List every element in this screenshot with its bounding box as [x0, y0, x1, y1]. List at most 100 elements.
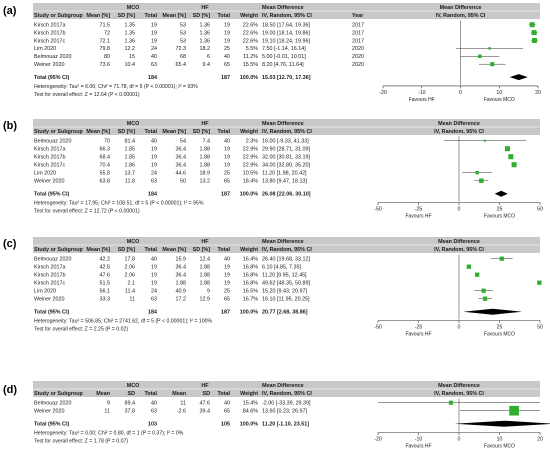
total-label: Total (95% CI) [34, 75, 69, 81]
study-name: Kirsch 2017a [34, 147, 65, 153]
plot-header: Mean Difference [438, 383, 480, 389]
x-tick-label: 25 [497, 207, 503, 213]
col-total-mco: Total [145, 247, 158, 253]
hf-mean: 50 [180, 179, 186, 185]
study-marker [499, 256, 504, 261]
x-tick-label: 20 [537, 437, 543, 443]
hf-sd: 1.88 [200, 265, 211, 271]
hf-sd: 1.36 [200, 30, 211, 36]
heterogeneity-note: Heterogeneity: Tau² = 0.00; Chi² = 0.80,… [34, 431, 184, 437]
hf-total: 40 [224, 257, 230, 263]
study-row: Lim 2020 55.8 13.7 24 44.6 18.9 25 10.5% 11.20 [… [34, 171, 493, 177]
col-mean-hf: Mean [%] [162, 13, 186, 19]
mco-sd: 89.4 [125, 401, 136, 407]
mco-mean: 42.5 [100, 265, 111, 271]
x-tick-label: -10 [415, 437, 423, 443]
hf-mean: 53 [180, 38, 186, 44]
mco-total: 63 [151, 179, 157, 185]
col-study: Study or Subgroup [34, 247, 84, 253]
favours-right-label: Favours MCO [484, 214, 515, 220]
mco-sd: 1.86 [125, 163, 136, 169]
favours-left-label: Favours HF [405, 444, 431, 450]
hf-sd: 1.88 [200, 155, 211, 161]
hf-total: 19 [224, 147, 230, 153]
study-weight: 16.8% [243, 281, 258, 287]
study-ci: 11.20 [1.98, 20.42] [262, 171, 307, 177]
study-ci: 11.20 [9.95, 12.45] [262, 273, 307, 279]
study-weight: 22.6% [243, 23, 258, 29]
study-marker [466, 264, 472, 269]
hf-total: 19 [224, 38, 230, 44]
study-year: 2020 [352, 54, 364, 60]
favours-right-label: Favours MCO [484, 97, 515, 103]
col-sd-hf: SD [%] [193, 13, 211, 19]
mco-sd: 81.4 [125, 139, 136, 145]
hf-total: 40 [224, 139, 230, 145]
mco-mean: 42.2 [100, 257, 111, 263]
study-marker [509, 405, 519, 416]
study-ci: 13.80 [9.47, 18.13] [262, 179, 307, 185]
study-year: 2017 [352, 30, 364, 36]
hf-mean: 15.9 [176, 257, 187, 263]
study-marker [474, 272, 480, 277]
hf-sd: 1.88 [200, 273, 211, 279]
panel-label: (a) [3, 5, 17, 17]
study-weight: 15.5% [243, 62, 258, 68]
col-study: Study or Subgroup [34, 13, 84, 19]
mco-sd: 13.7 [125, 171, 136, 177]
mco-total: 24 [151, 46, 157, 52]
group-header-mco: MCO [127, 383, 140, 389]
study-weight: 22.9% [243, 147, 258, 153]
favours-left-label: Favours HF [405, 214, 431, 220]
study-year: 2017 [352, 23, 364, 29]
study-weight: 22.6% [243, 38, 258, 44]
mco-mean: 70 [104, 139, 110, 145]
total-hf: 187 [221, 75, 230, 81]
study-name: Weiner 2020 [34, 179, 64, 185]
study-row: Belmouaz 2020 70 81.4 40 54 7.4 40 2.3% 16.00 [-… [34, 139, 526, 145]
forest-panel-2: (b) MCO HF Mean Difference Mean Difference St… [3, 119, 543, 220]
study-row: Kirsch 2017b 72 1.35 19 53 1.36 19 22.6% 19.00 [… [34, 30, 538, 36]
x-tick-label: 10 [496, 90, 502, 96]
mco-total: 24 [151, 289, 157, 295]
study-marker [531, 30, 537, 36]
total-row: Total (95% CI) 103 105 100.0% 11.20 [-1.10, … [34, 420, 550, 428]
study-year: 2020 [352, 46, 364, 52]
study-weight: 22.9% [243, 155, 258, 161]
study-year: 2020 [352, 62, 364, 68]
hf-sd: 1.36 [200, 23, 211, 29]
study-weight: 16.4% [243, 257, 258, 263]
hf-mean: 1.88 [176, 281, 187, 287]
study-marker [479, 178, 484, 183]
mco-sd: 11.4 [125, 289, 135, 295]
favours-left-label: Favours HF [409, 97, 435, 103]
hf-mean: 53 [180, 23, 186, 29]
total-label: Total (95% CI) [34, 310, 69, 316]
hf-total: 40 [224, 54, 230, 60]
study-ci: 13.60 [0.23, 26.97] [262, 409, 307, 415]
study-name: Belmouaz 2020 [34, 401, 71, 407]
total-hf: 187 [221, 310, 230, 316]
col-sd-mco: SD [128, 391, 136, 397]
study-weight: 18.4% [243, 179, 258, 185]
panel-label: (c) [3, 238, 17, 250]
x-tick-label: -25 [415, 325, 423, 331]
hf-total: 19 [224, 23, 230, 29]
effect-header: Mean Difference [262, 239, 304, 245]
mco-total: 19 [151, 38, 157, 44]
mco-total: 40 [151, 401, 157, 407]
study-marker [508, 154, 514, 160]
study-row: Weiner 2020 11 37.8 63 -2.6 39.4 65 84.6% 13.60 … [34, 405, 540, 416]
study-ci: 49.62 [48.35, 50.89] [262, 281, 310, 287]
pooled-diamond [454, 420, 550, 427]
study-marker [478, 54, 482, 59]
group-header-mco: MCO [127, 5, 140, 11]
hf-sd: 1.88 [200, 281, 211, 287]
hf-total: 40 [224, 401, 230, 407]
col-sd-mco: SD [%] [118, 129, 136, 135]
x-tick-label: -25 [415, 207, 423, 213]
x-tick-label: -20 [374, 437, 382, 443]
study-ci: 19.00 [18.14, 19.86] [262, 30, 310, 36]
study-weight: 84.6% [243, 409, 258, 415]
col-plot-ci: IV, Random, 95% CI [434, 129, 484, 135]
